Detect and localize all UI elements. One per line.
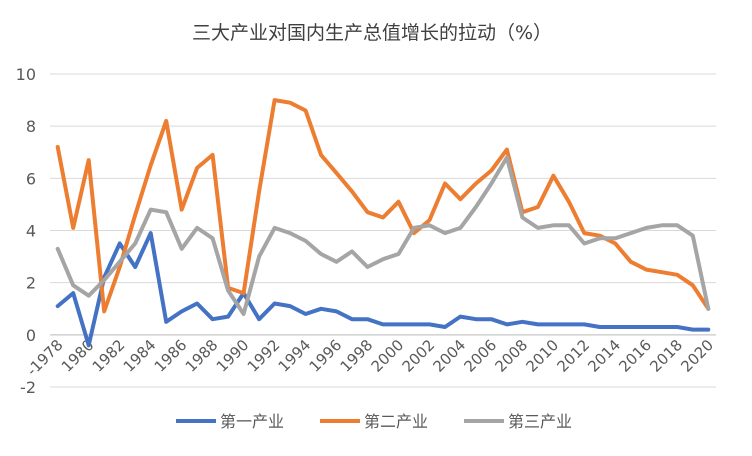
y-tick-label: 2: [26, 274, 36, 293]
y-tick-label: 6: [26, 169, 36, 188]
legend-label: 第二产业: [364, 412, 428, 431]
legend-label: 第一产业: [220, 412, 284, 431]
y-axis-ticks: -2 0 2 4 6 8 10: [16, 65, 36, 397]
legend-label: 第三产业: [508, 412, 572, 431]
chart-title: 三大产业对国内生产总值增长的拉动（%）: [192, 22, 552, 44]
series-line: [55, 98, 711, 314]
y-tick-label: 10: [16, 65, 36, 84]
series-lines: [55, 98, 711, 348]
y-tick-label: -2: [20, 378, 36, 397]
series-line: [55, 231, 711, 348]
series-line: [55, 155, 711, 316]
y-tick-label: 8: [26, 117, 36, 136]
y-tick-label: 0: [26, 326, 36, 345]
y-tick-label: 4: [26, 222, 36, 241]
legend: 第一产业 第二产业 第三产业: [176, 412, 572, 431]
